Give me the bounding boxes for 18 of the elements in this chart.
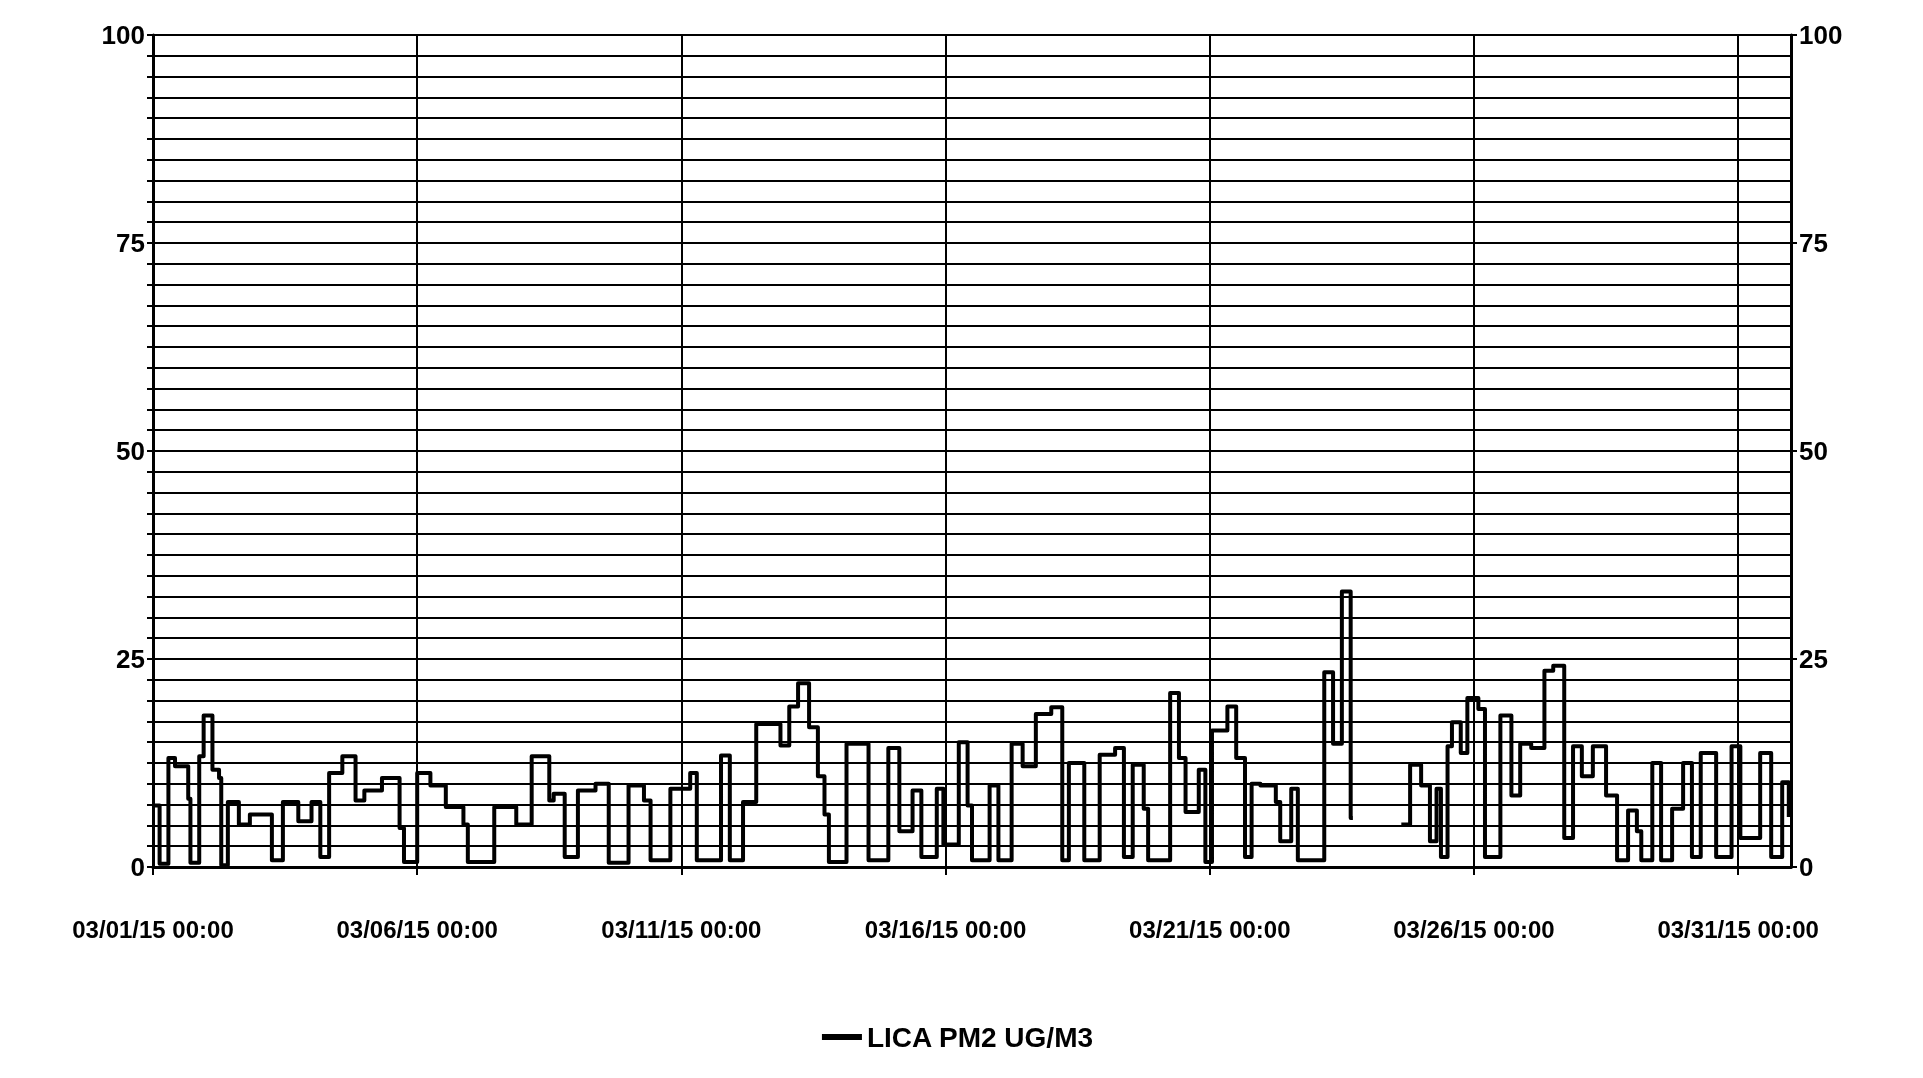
y2-tick-label: 0 — [1799, 852, 1814, 882]
y-tick-label: 50 — [116, 436, 145, 466]
x-tick-label: 03/11/15 00:00 — [601, 915, 762, 943]
y-tick-label: 25 — [116, 644, 145, 674]
x-tick-label: 03/26/15 00:00 — [1393, 915, 1555, 943]
x-tick-label: 03/06/15 00:00 — [336, 915, 498, 943]
y2-tick-label: 100 — [1799, 20, 1843, 50]
x-tick-label: 03/16/15 00:00 — [864, 915, 1027, 943]
y-tick-label: 100 — [101, 20, 145, 50]
legend-label: LICA PM2 UG/M3 — [866, 1021, 1094, 1053]
x-tick-label: 03/01/15 00:00 — [72, 915, 234, 943]
x-tick-label: 03/21/15 00:00 — [1129, 915, 1291, 943]
y2-tick-label: 50 — [1799, 436, 1828, 466]
x-tick-label: 03/31/15 00:00 — [1657, 915, 1819, 943]
y2-tick-label: 25 — [1799, 644, 1828, 674]
y2-tick-label: 75 — [1799, 228, 1828, 258]
y-tick-label: 75 — [116, 228, 145, 258]
y-tick-label: 0 — [130, 852, 145, 882]
